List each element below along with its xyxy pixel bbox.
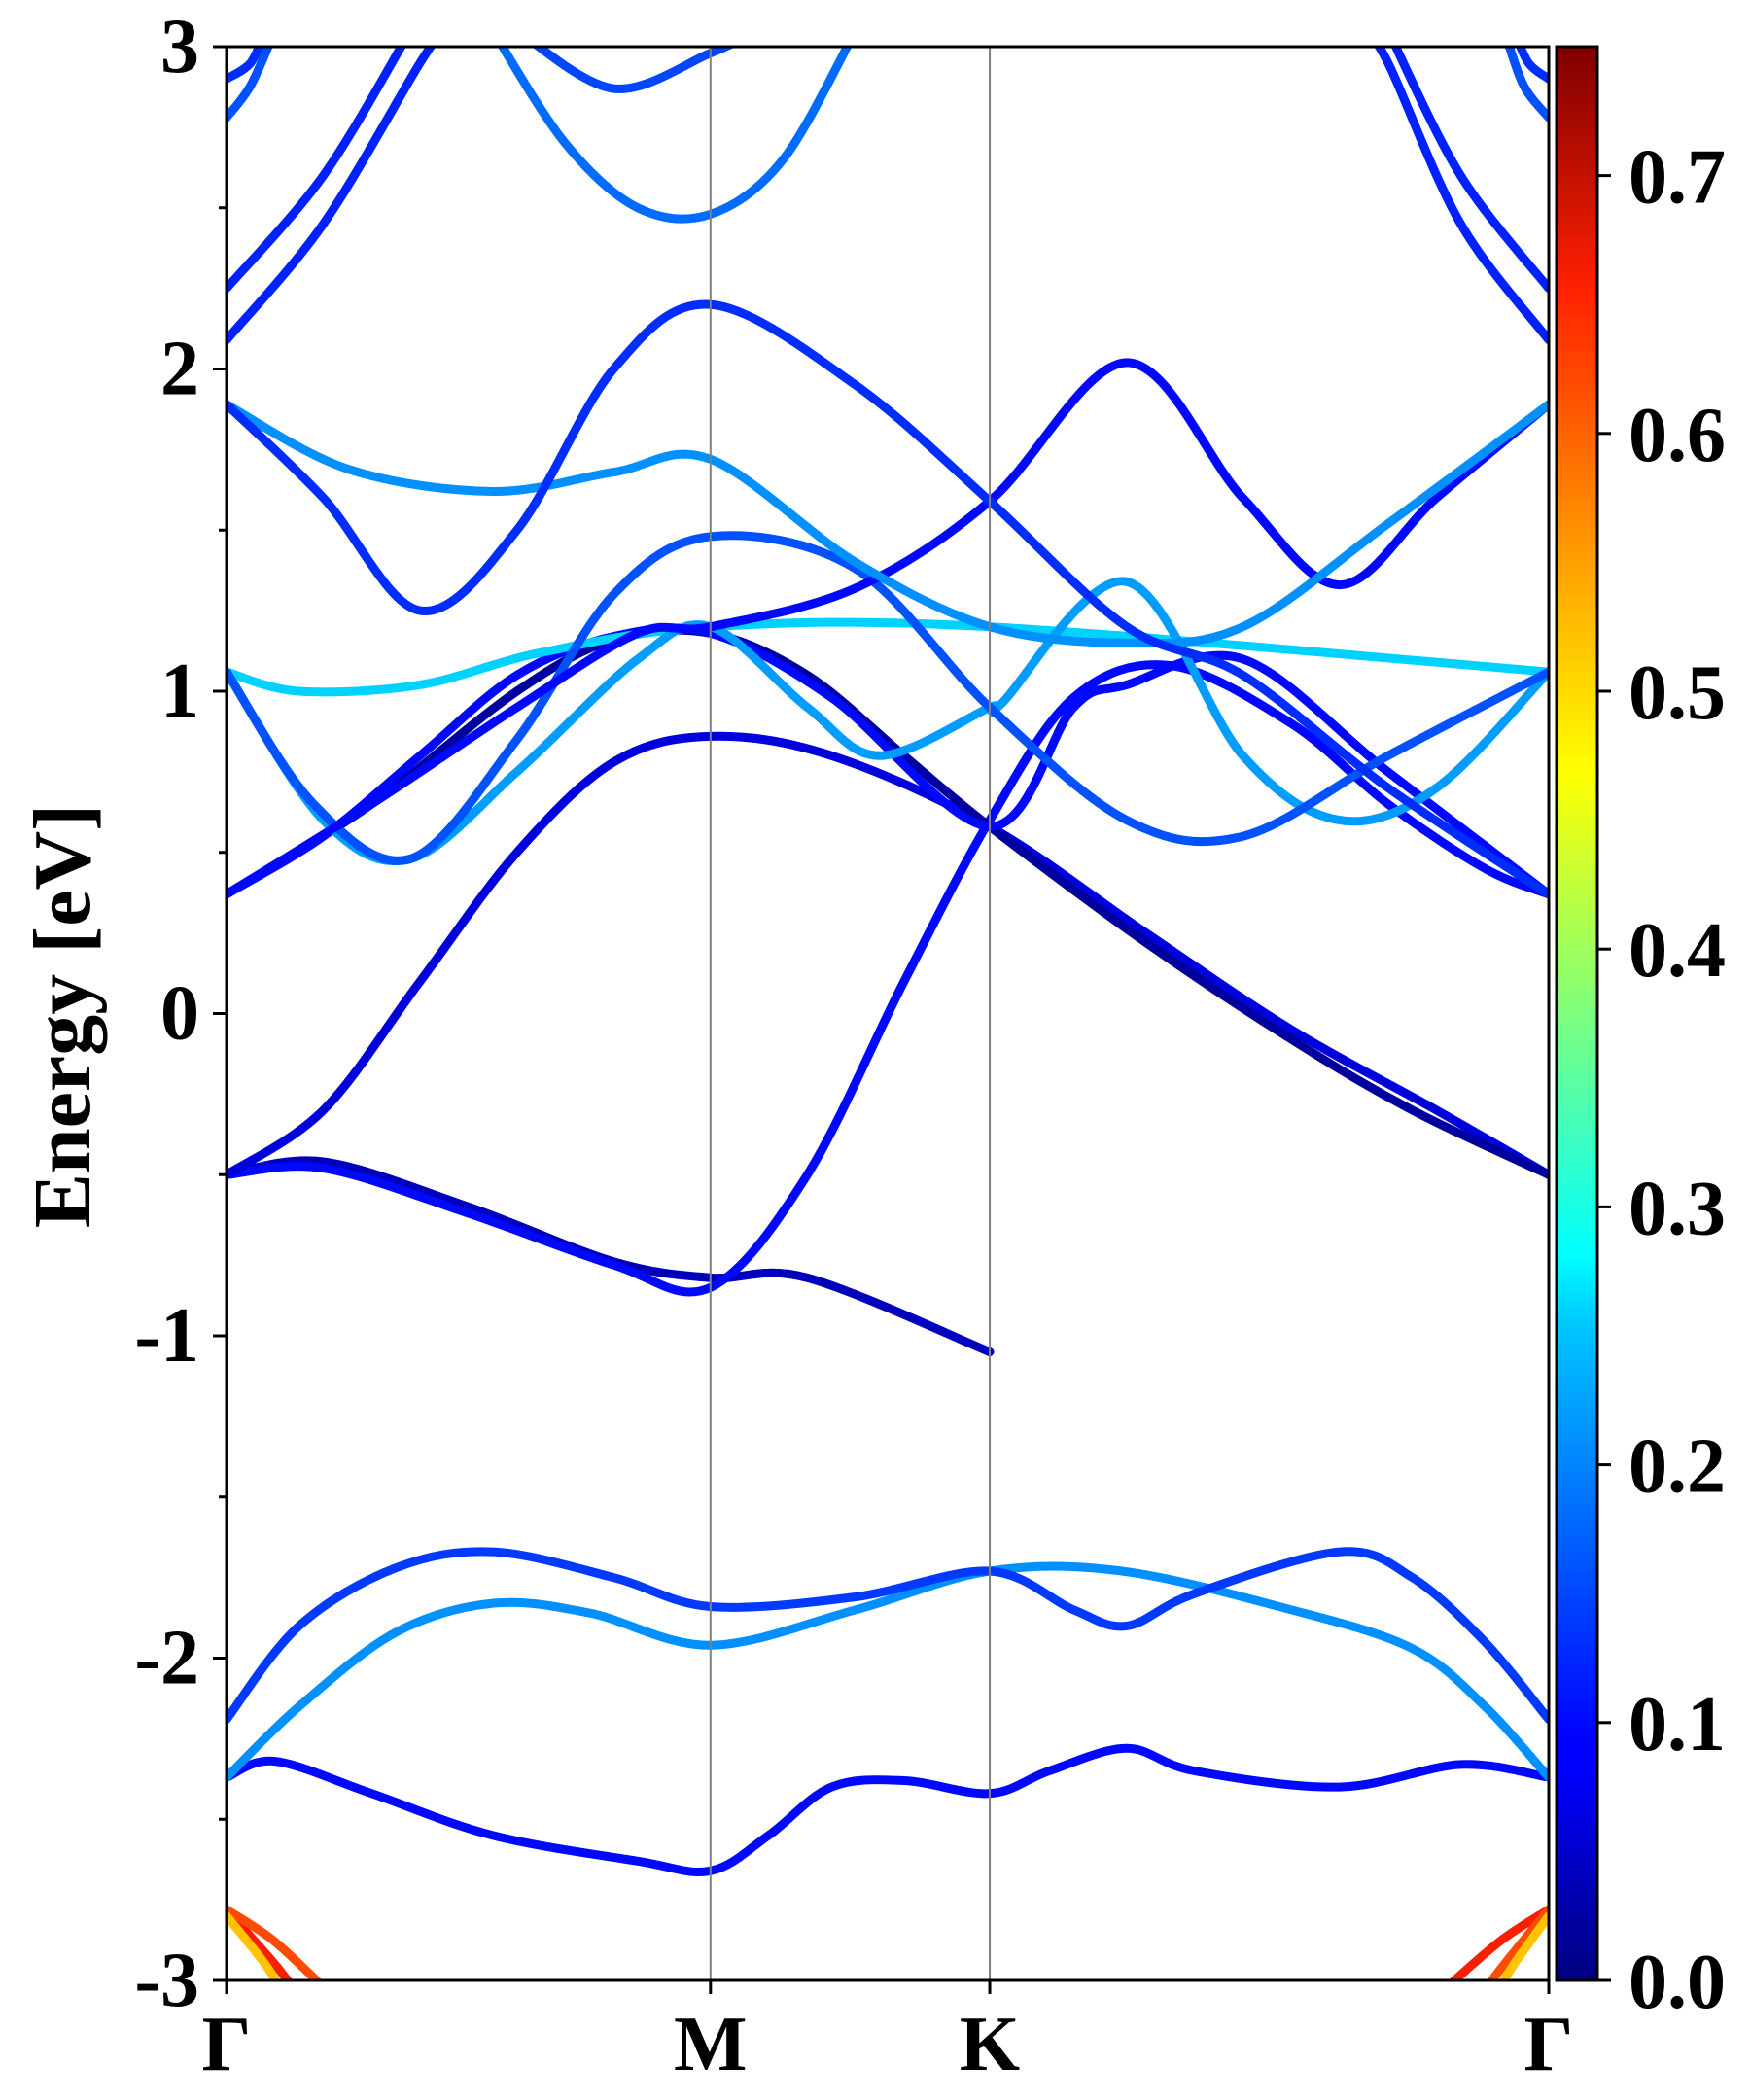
colorbar-ticks: 0.0 0.1 0.2 0.3 0.4 0.5 0.6 0.7 [1597,135,1726,2025]
band-9 [227,1547,1549,1724]
y-tick-label: -3 [134,1938,199,2023]
band-3 [227,1911,281,1980]
band-20 [227,299,1549,899]
x-tick-label: Γ [202,2002,252,2087]
band-30 [1515,47,1549,84]
band-26 [227,47,264,84]
band-11 [227,660,1549,1297]
band-19 [227,400,1549,648]
band-12 [227,731,1549,1179]
colorbar-tick-label: 0.7 [1628,135,1726,221]
colorbar-tick-label: 0.3 [1628,1166,1726,1251]
colorbar-tick-label: 0.2 [1628,1424,1726,1510]
y-tick-label: 3 [160,4,199,89]
band-21 [227,47,437,345]
band-7 [227,1743,1549,1877]
band-6 [1498,1911,1549,1980]
band-14 [227,623,1549,899]
colorbar-tick-label: 0.0 [1628,1940,1726,2025]
kpoint-vlines [709,47,992,1980]
band-18 [227,358,1549,899]
y-axis-label: Energy [eV] [18,804,108,1228]
band-13 [227,625,1549,1179]
band-28 [1390,47,1549,294]
band-15 [227,617,1549,697]
band-22 [227,47,406,294]
band-4 [1448,1905,1549,1980]
band-1 [227,1905,294,1980]
colorbar-tick-label: 0.1 [1628,1682,1726,1768]
band-2 [227,1905,323,1980]
y-tick-label: 0 [160,971,199,1057]
x-tick-label: K [960,2002,1020,2087]
band-17 [227,531,1549,865]
band-8 [227,1561,1549,1782]
band-lines [227,47,1549,1980]
y-tick-label: -1 [134,1293,199,1379]
colorbar-tick-label: 0.4 [1628,908,1726,994]
band-27 [1374,47,1549,345]
y-tick-label: -2 [134,1616,199,1701]
colorbar-tick-label: 0.6 [1628,393,1726,478]
y-tick-label: 1 [160,648,199,734]
x-tick-label: Γ [1524,2002,1574,2087]
band-10 [227,1156,995,1357]
band-5 [1486,1905,1549,1980]
colorbar-tick-label: 0.5 [1628,650,1726,736]
y-axis-ticks: 3 2 1 0 -1 -2 -3 [134,4,227,2023]
band-23 [497,47,853,224]
band-29 [1504,47,1549,122]
x-tick-label: M [674,2002,748,2087]
colorbar [1555,45,1599,1982]
band-24 [531,47,737,93]
band-25 [227,47,273,122]
y-tick-label: 2 [160,327,199,412]
